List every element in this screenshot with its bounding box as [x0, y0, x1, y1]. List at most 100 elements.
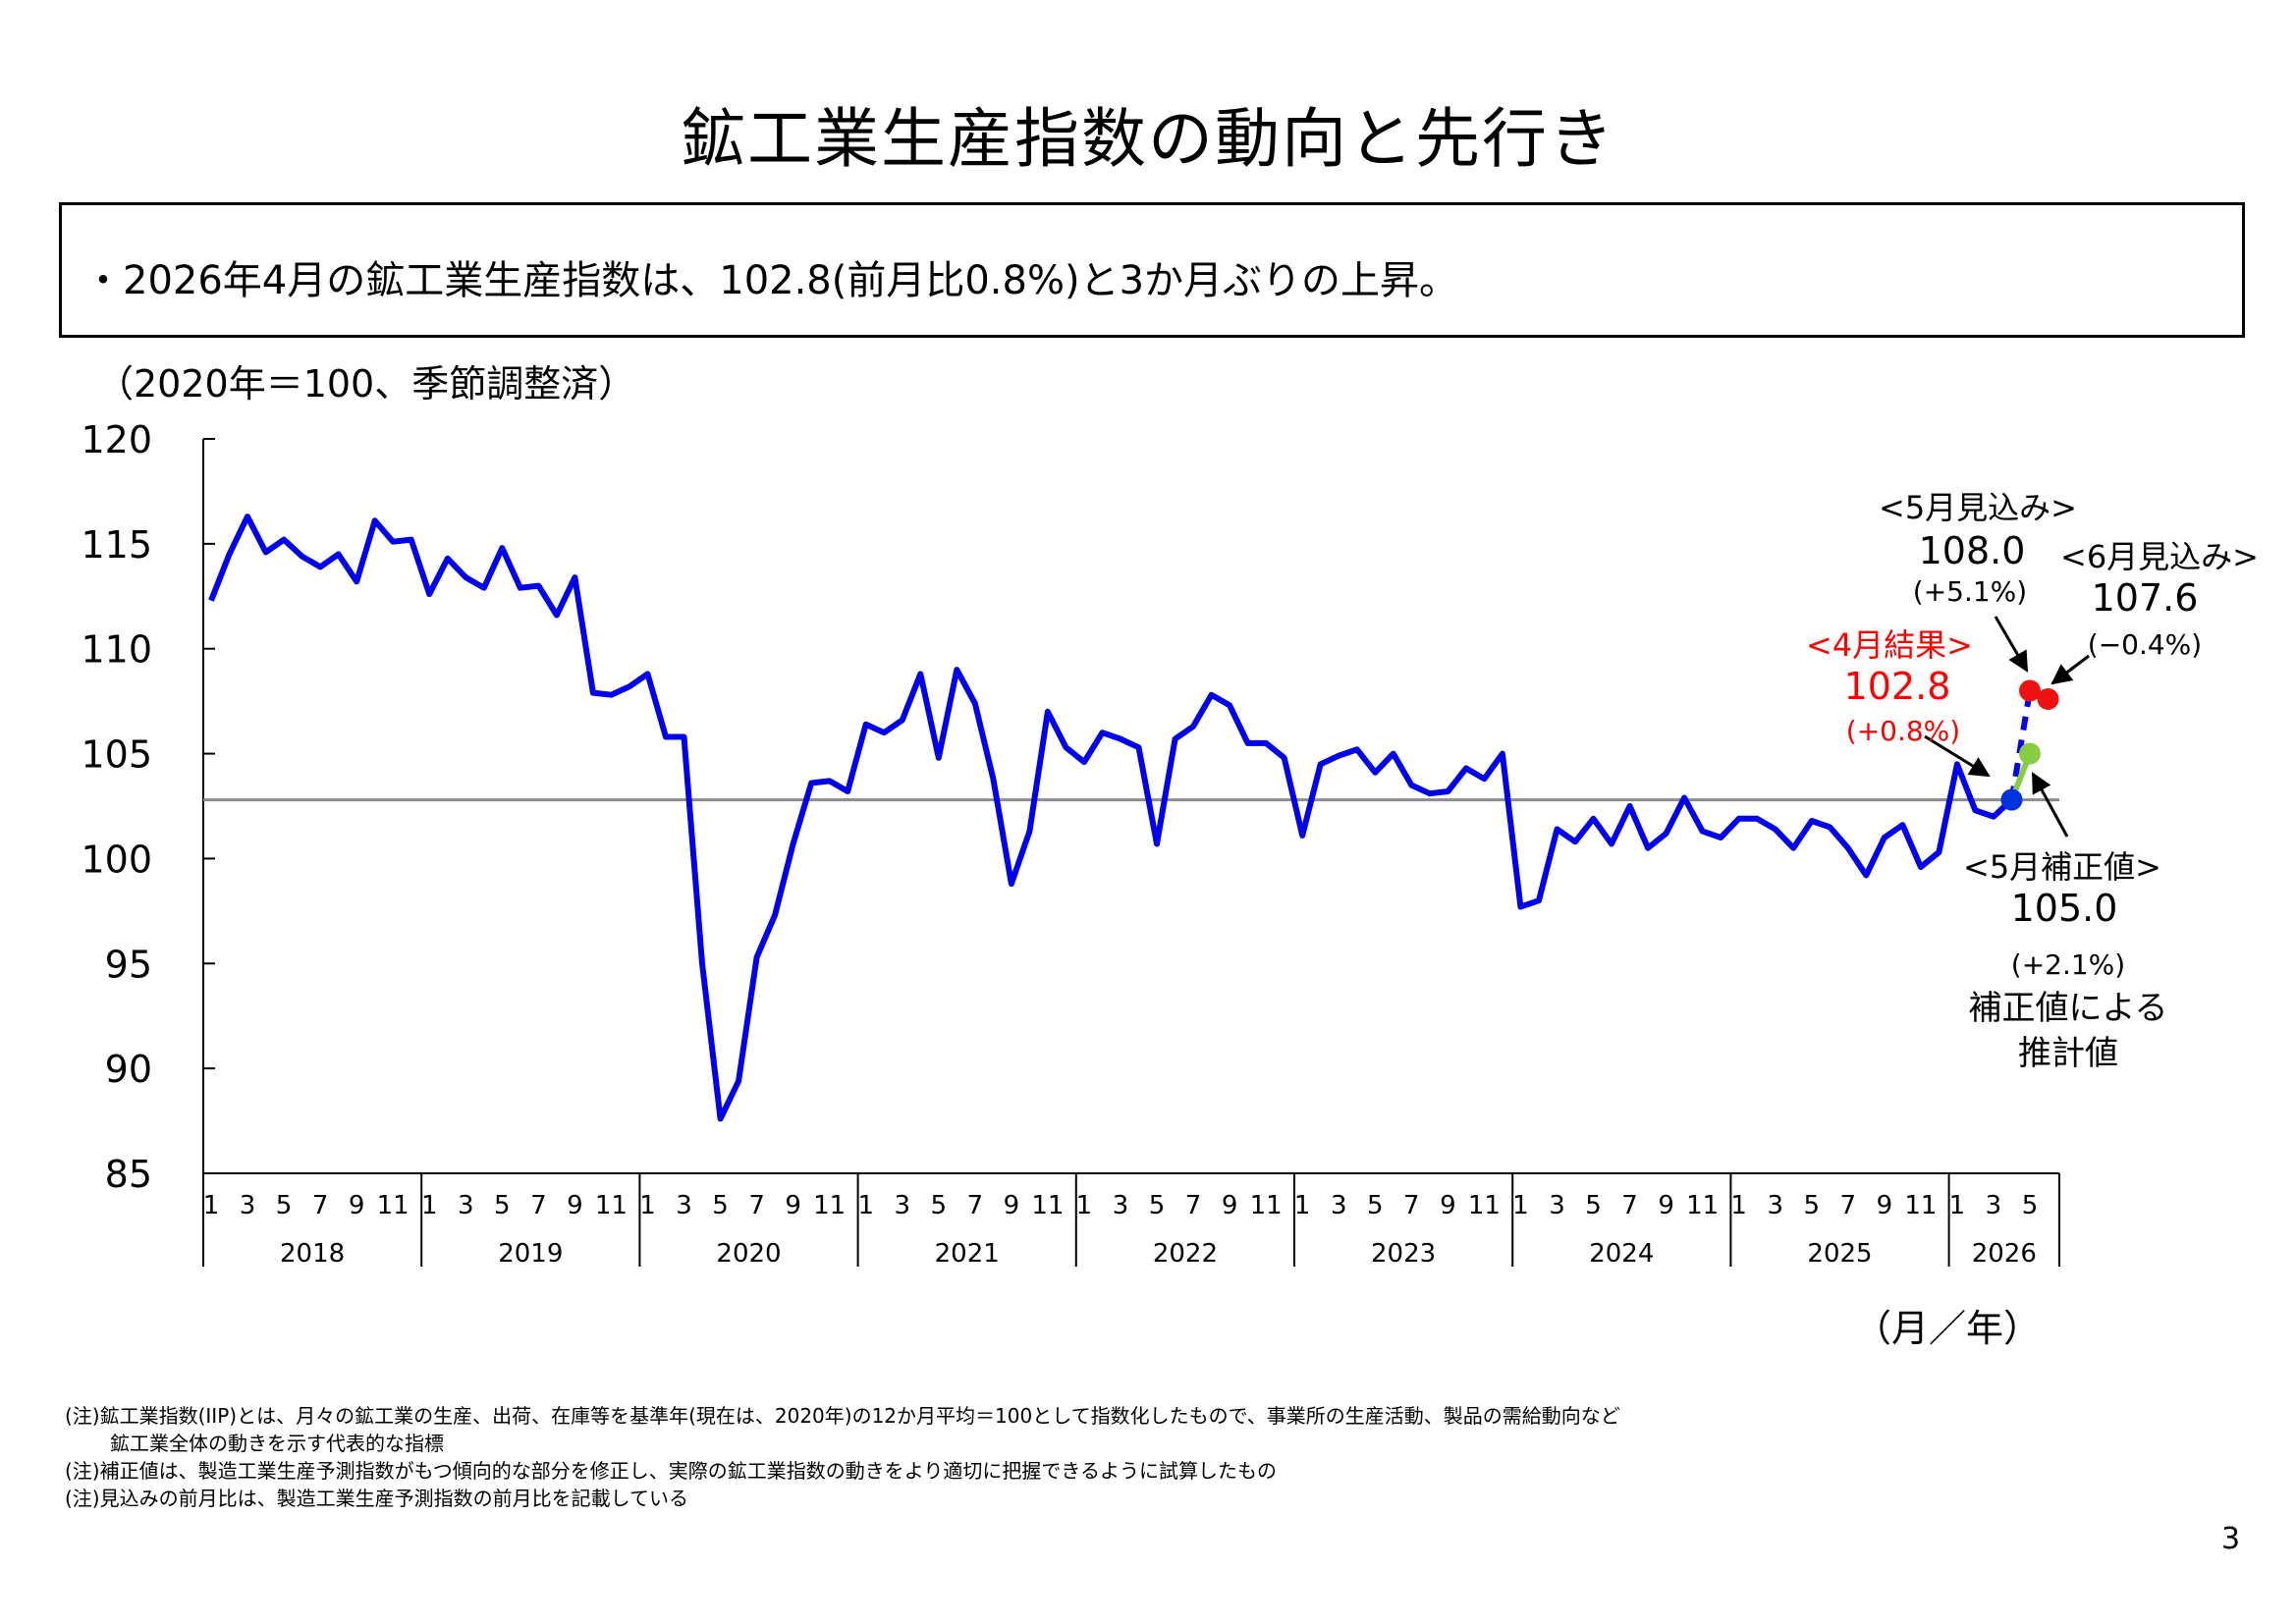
month-tick-label: 1	[639, 1191, 656, 1220]
month-tick-label: 9	[1004, 1191, 1020, 1220]
annotation-corrected-note-2: 推計値	[2018, 1034, 2118, 1073]
month-tick-label: 3	[1113, 1191, 1129, 1220]
year-label: 2022	[1153, 1239, 1218, 1269]
year-label: 2020	[716, 1239, 781, 1269]
footnote-1: (注)鉱工業指数(IIP)とは、月々の鉱工業の生産、出荷、在庫等を基準年(現在は…	[65, 1404, 1620, 1428]
month-tick-label: 5	[276, 1191, 293, 1220]
month-tick-label: 11	[1468, 1191, 1501, 1220]
month-tick-label: 3	[1549, 1191, 1565, 1220]
y-tick-label: 85	[105, 1153, 152, 1196]
annotation-may-forecast-value: 108.0	[1919, 529, 2026, 572]
footnotes: (注)鉱工業指数(IIP)とは、月々の鉱工業の生産、出荷、在庫等を基準年(現在は…	[65, 1402, 1620, 1512]
month-tick-label: 1	[1076, 1191, 1093, 1220]
month-tick-label: 7	[1185, 1191, 1202, 1220]
month-tick-label: 5	[1149, 1191, 1166, 1220]
month-tick-label: 5	[712, 1191, 729, 1220]
month-tick-label: 3	[458, 1191, 474, 1220]
month-tick-label: 1	[1949, 1191, 1966, 1220]
annotation-may-corrected-change: (+2.1%)	[2011, 948, 2125, 981]
page-title: 鉱工業生産指数の動向と先行き	[681, 101, 1615, 177]
forecast-dashed-line	[2008, 689, 2033, 801]
footnote-2: (注)補正値は、製造工業生産予測指数がもつ傾向的な部分を修正し、実際の鉱工業指数…	[65, 1459, 1278, 1483]
marker-point	[2037, 688, 2059, 711]
annotation-april-change: (+0.8%)	[1846, 715, 1960, 747]
month-tick-label: 1	[1294, 1191, 1311, 1220]
month-tick-label: 3	[1986, 1191, 2002, 1220]
month-tick-label: 9	[1658, 1191, 1674, 1220]
month-tick-label: 9	[349, 1191, 365, 1220]
month-tick-label: 3	[240, 1191, 256, 1220]
arrow-may-forecast	[1994, 616, 2029, 673]
year-label: 2023	[1371, 1239, 1436, 1269]
month-tick-label: 5	[2022, 1191, 2039, 1220]
year-label: 2026	[1972, 1239, 2037, 1269]
annotation-june-forecast-change: (−0.4%)	[2088, 628, 2202, 661]
month-tick-label: 3	[1331, 1191, 1347, 1220]
page-number: 3	[2221, 1522, 2241, 1556]
annotation-may-corrected-value: 105.0	[2011, 887, 2118, 930]
series-line	[208, 514, 2014, 1122]
month-tick-label: 7	[1621, 1191, 1638, 1220]
annotation-arrows	[1924, 616, 2090, 838]
x-axis-unit-note: （月／年）	[1854, 1307, 2042, 1350]
y-tick-label: 95	[105, 943, 152, 986]
arrow-april-result	[1924, 734, 1991, 778]
marker-points	[2000, 679, 2059, 811]
month-tick-label: 5	[1803, 1191, 1820, 1220]
y-tick-label: 110	[81, 628, 152, 672]
month-tick-label: 9	[1440, 1191, 1456, 1220]
month-tick-label: 9	[785, 1191, 801, 1220]
annotation-may-forecast-label: <5月見込み>	[1879, 489, 2077, 526]
month-tick-label: 7	[312, 1191, 329, 1220]
month-tick-label: 9	[1877, 1191, 1893, 1220]
month-tick-label: 11	[1686, 1191, 1719, 1220]
annotation-april-value: 102.8	[1844, 665, 1951, 708]
year-label: 2018	[280, 1239, 345, 1269]
month-tick-label: 11	[1031, 1191, 1064, 1220]
annotation-june-forecast-label: <6月見込み>	[2060, 538, 2259, 575]
y-tick-label: 120	[81, 418, 152, 461]
year-label: 2024	[1589, 1239, 1654, 1269]
footnote-1-continued: 鉱工業全体の動きを示す代表的な指標	[110, 1432, 444, 1455]
month-tick-label: 7	[1840, 1191, 1857, 1220]
month-tick-label: 7	[748, 1191, 765, 1220]
month-tick-label: 11	[595, 1191, 628, 1220]
summary-box: ・2026年4月の鉱工業生産指数は、102.8(前月比0.8%)と3か月ぶりの上…	[59, 202, 2245, 338]
month-tick-label: 1	[857, 1191, 874, 1220]
annotation-may-forecast-change: (+5.1%)	[1913, 575, 2027, 608]
month-tick-label: 1	[421, 1191, 438, 1220]
month-tick-label: 3	[676, 1191, 692, 1220]
month-tick-label: 11	[813, 1191, 846, 1220]
summary-text: ・2026年4月の鉱工業生産指数は、102.8(前月比0.8%)と3か月ぶりの上…	[83, 258, 1459, 303]
y-tick-label: 105	[81, 733, 152, 777]
series-lines	[208, 514, 2050, 1122]
month-tick-label: 11	[1904, 1191, 1937, 1220]
month-tick-label: 9	[1222, 1191, 1238, 1220]
month-tick-label: 11	[377, 1191, 410, 1220]
y-tick-label: 90	[105, 1048, 152, 1091]
month-tick-label: 3	[1767, 1191, 1783, 1220]
marker-point	[2019, 742, 2041, 765]
month-tick-label: 11	[1250, 1191, 1283, 1220]
footnote-3: (注)見込みの前月比は、製造工業生産予測指数の前月比を記載している	[65, 1487, 689, 1510]
year-label: 2025	[1807, 1239, 1872, 1269]
y-tick-label: 100	[81, 838, 152, 881]
year-label: 2021	[935, 1239, 1000, 1269]
annotation-corrected-note-1: 補正値による	[1969, 989, 2168, 1028]
y-tick-label: 115	[81, 523, 152, 567]
year-label: 2019	[498, 1239, 563, 1269]
annotation-june-forecast-value: 107.6	[2092, 576, 2199, 620]
month-tick-label: 9	[567, 1191, 583, 1220]
annotation-april-label: <4月結果>	[1806, 626, 1973, 664]
marker-point	[2019, 679, 2041, 702]
annotation-may-corrected-label: <5月補正値>	[1963, 848, 2161, 886]
month-tick-label: 5	[1367, 1191, 1384, 1220]
annotations: <4月結果>102.8 (+0.8%) <5月見込み>108.0(+5.1%) <6月…	[1806, 489, 2259, 1073]
arrow-may-corrected	[2031, 772, 2069, 838]
month-tick-label: 7	[967, 1191, 984, 1220]
month-tick-label: 1	[1512, 1191, 1529, 1220]
month-tick-label: 7	[530, 1191, 547, 1220]
month-tick-label: 5	[931, 1191, 948, 1220]
